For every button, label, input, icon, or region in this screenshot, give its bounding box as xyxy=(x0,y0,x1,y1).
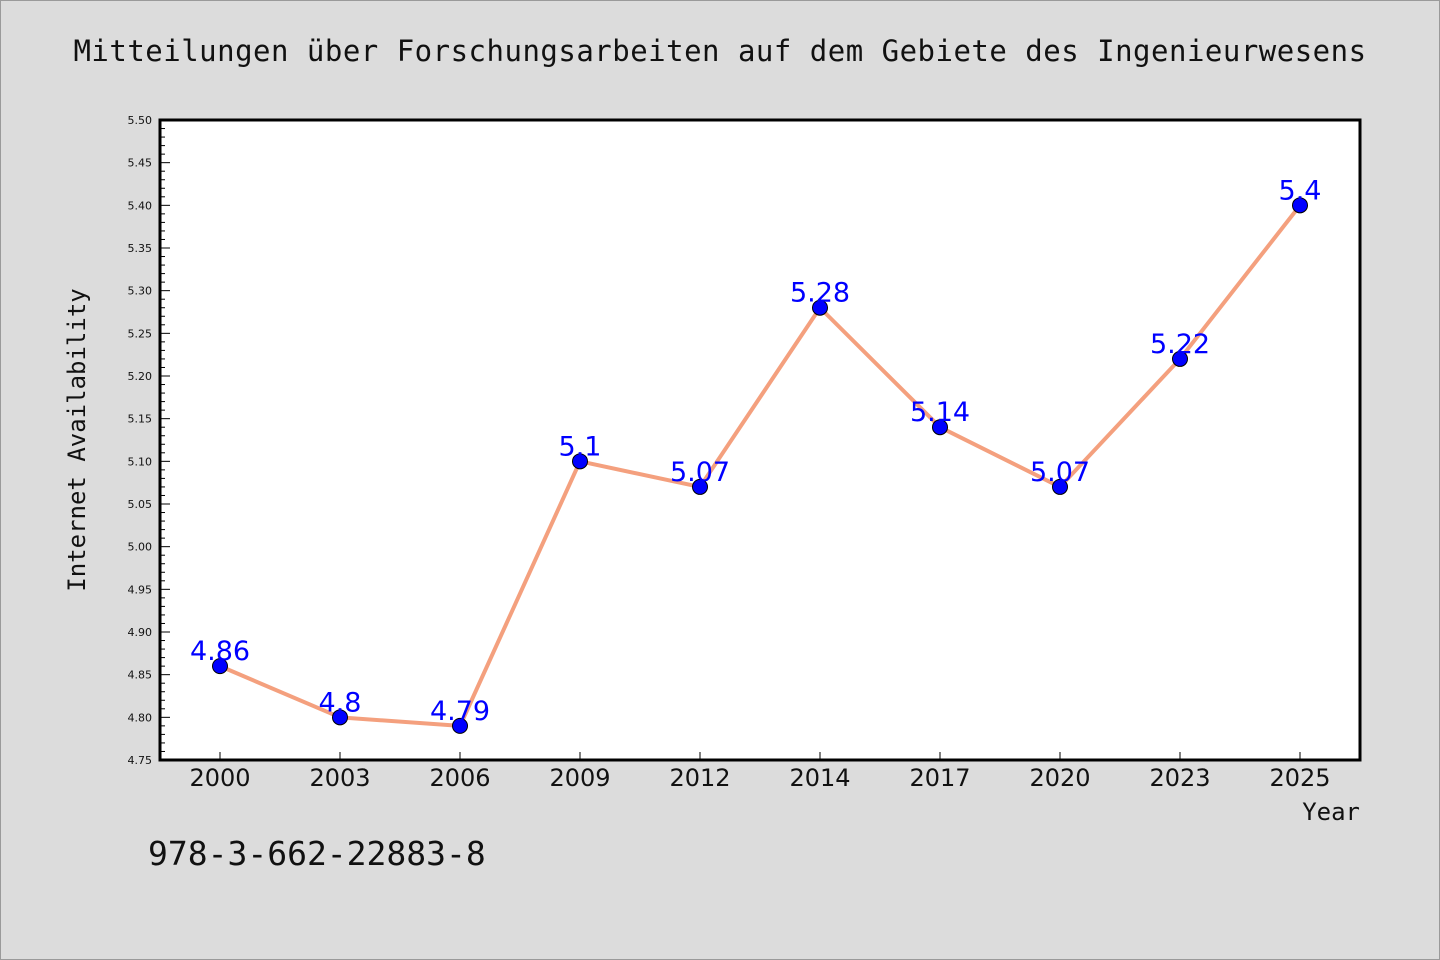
data-label: 5.07 xyxy=(1030,457,1090,488)
data-point xyxy=(212,658,228,675)
x-tick-label: 2025 xyxy=(1269,764,1330,792)
isbn-label: 978-3-662-22883-8 xyxy=(148,834,486,873)
y-axis: 4.75 4.80 4.85 4.90 4.95 5.00 5.05 5.10 5.15 5.20… xyxy=(128,114,170,767)
data-label: 5.4 xyxy=(1279,175,1322,206)
data-label: 5.22 xyxy=(1150,329,1210,360)
plot-area xyxy=(158,118,1362,762)
series-layer: 4.86 4.8 4.79 5.1 5.07 5.28 5.14 5.07 5.22 5.4 xyxy=(190,175,1322,734)
x-tick-label: 2006 xyxy=(429,764,490,792)
x-tick-label: 2000 xyxy=(189,764,250,792)
data-point xyxy=(572,453,588,470)
series-line xyxy=(219,204,1302,728)
data-label: 5.07 xyxy=(670,457,730,488)
data-point xyxy=(332,709,348,726)
y-tick-label: 4.95 xyxy=(128,583,153,596)
y-axis-title: Internet Availability xyxy=(63,288,91,591)
y-tick-label: 5.00 xyxy=(128,541,153,554)
y-tick-label: 5.30 xyxy=(128,285,153,298)
data-point xyxy=(932,419,948,436)
y-tick-label: 5.35 xyxy=(128,242,153,255)
x-axis: 2000 2003 2006 2009 2012 2014 2017 2020 2023 2025 xyxy=(189,752,1331,792)
y-tick-label: 4.90 xyxy=(128,626,153,639)
y-tick-label: 5.10 xyxy=(128,455,153,468)
data-label: 4.79 xyxy=(430,696,490,727)
y-tick-label: 5.05 xyxy=(128,498,153,511)
x-axis-title: Year xyxy=(1302,798,1360,826)
x-tick-label: 2012 xyxy=(669,764,730,792)
x-tick-label: 2003 xyxy=(309,764,370,792)
data-label: 5.14 xyxy=(910,397,970,428)
data-point xyxy=(812,299,828,316)
x-tick-label: 2023 xyxy=(1149,764,1210,792)
data-label: 5.28 xyxy=(790,278,850,309)
data-label: 4.8 xyxy=(319,687,362,718)
y-tick-label: 4.80 xyxy=(128,711,153,724)
y-tick-label: 5.40 xyxy=(128,199,153,212)
x-tick-label: 2009 xyxy=(549,764,610,792)
chart-title: Mitteilungen über Forschungsarbeiten auf… xyxy=(73,34,1367,68)
y-tick-label: 5.25 xyxy=(128,327,153,340)
x-tick-label: 2014 xyxy=(789,764,850,792)
y-tick-label: 5.15 xyxy=(128,413,153,426)
data-point xyxy=(1172,350,1188,367)
data-label: 5.1 xyxy=(559,431,602,462)
data-point xyxy=(1052,478,1068,495)
data-point xyxy=(1292,197,1308,214)
x-tick-label: 2020 xyxy=(1029,764,1090,792)
y-tick-label: 5.45 xyxy=(128,157,153,170)
data-label: 4.86 xyxy=(190,636,250,667)
x-tick-label: 2017 xyxy=(909,764,970,792)
y-tick-label: 4.75 xyxy=(128,754,153,767)
y-tick-label: 5.50 xyxy=(128,114,153,127)
data-point xyxy=(452,717,468,734)
y-tick-label: 5.20 xyxy=(128,370,153,383)
y-tick-label: 4.85 xyxy=(128,669,153,682)
data-point xyxy=(692,478,708,495)
